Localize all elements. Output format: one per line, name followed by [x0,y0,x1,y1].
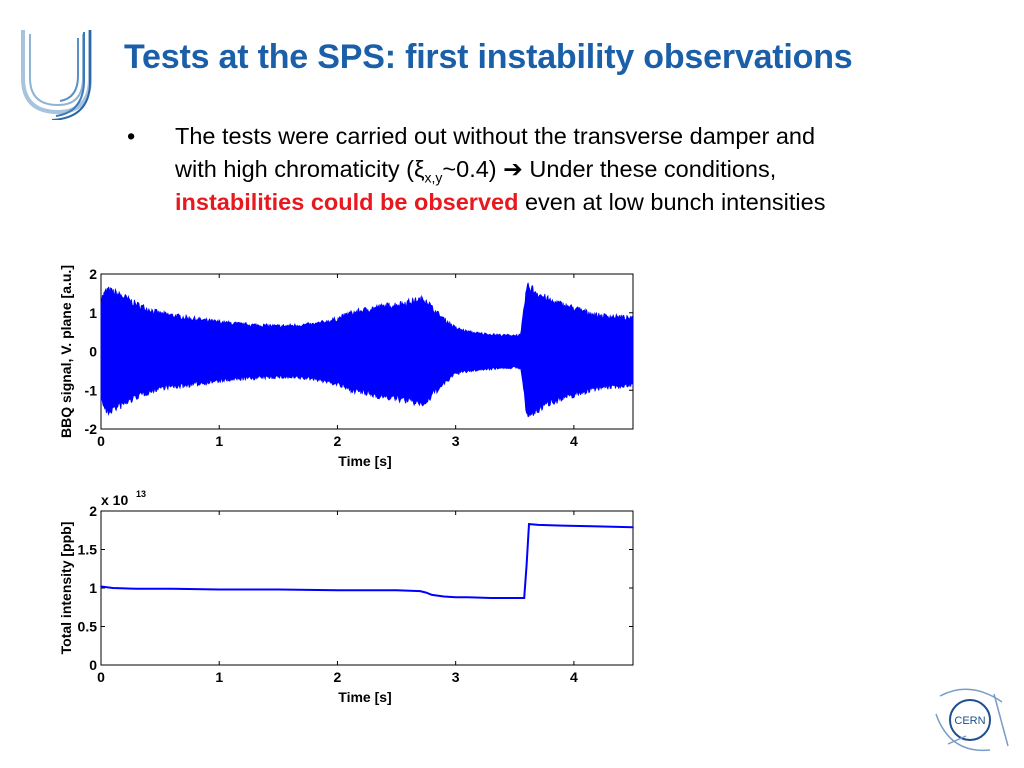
x-axis-label: Time [s] [338,453,391,469]
x-tick-label: 2 [334,669,342,685]
x-tick-label: 4 [570,669,578,685]
y-tick-label: 0 [89,344,97,360]
chromaticity-subscript: x,y [424,169,443,186]
bullet-line-2: with high chromaticity (ξx,y~0.4) ➔ Unde… [175,153,987,186]
bullet-item: The tests were carried out without the t… [175,120,987,219]
intensity-point [171,587,173,590]
highlight-text: instabilities could be observed [175,189,519,215]
bullet-line-3: instabilities could be observed even at … [175,186,987,219]
y-tick-label: -2 [85,421,98,437]
bullet-line-2-suffix: ~0.4) ➔ Under these conditions, [442,156,777,182]
y-tick-label: 2 [89,266,97,282]
x-tick-label: 0 [97,433,105,449]
intensity-point [528,523,530,525]
intensity-point [218,588,221,591]
bbq-signal-chart: 0 1 2 3 4 -2 -1 0 1 2 Time [s] BBQ signal, V. plane… [58,265,634,469]
y-axis-label: Total intensity [ppb] [58,522,74,655]
intensity-point [466,596,469,599]
intensity-point [277,588,280,591]
intensity-point [632,526,634,528]
x-tick-label: 1 [215,433,223,449]
intensity-point [135,587,138,590]
intensity-point [561,524,563,527]
intensity-point [537,524,540,526]
x-tick-label: 0 [97,669,105,685]
x-tick-label: 3 [452,669,460,685]
y-multiplier-label: x 10 [101,492,128,508]
x-tick-label: 4 [570,433,578,449]
x-tick-label: 3 [452,433,460,449]
intensity-point [596,525,599,528]
intensity-point [100,585,102,588]
x-axis-label: Time [s] [338,689,391,705]
intensity-point [425,591,427,594]
x-tick-label: 1 [215,669,223,685]
intensity-point [454,596,457,599]
intensity-point [336,589,339,592]
y-tick-label: 1 [89,580,97,596]
intensity-point [513,597,516,599]
intensity-point [443,595,445,598]
y-axis-label: BBQ signal, V. plane [a.u.] [58,265,74,438]
university-logo-icon [21,30,92,120]
intensity-point [431,594,433,596]
y-tick-label: 1 [89,305,97,321]
intensity-point [525,564,528,566]
intensity-point [395,589,398,592]
x-tick-label: 2 [334,433,342,449]
y-tick-label: 2 [89,503,97,519]
bullet-line-1: The tests were carried out without the t… [175,123,816,149]
intensity-chart: 0 1 2 3 4 0 0.5 1 1.5 2 Time [s] Total intensity [p… [58,489,634,705]
bullet-line-2-prefix: with high chromaticity (ξ [175,156,425,182]
intensity-point [523,597,526,599]
bbq-signal-series [100,282,634,418]
y-tick-label: 0 [89,657,97,673]
y-tick-label: -1 [85,382,98,398]
bullet-line-3-rest: even at low bunch intensities [518,189,826,215]
plot-frame [100,510,634,666]
slide-title: Tests at the SPS: first instability obse… [124,38,853,76]
intensity-point [490,597,492,599]
y-tick-label: 1.5 [78,542,98,558]
y-multiplier-exponent: 13 [136,489,146,499]
intensity-point [419,590,422,592]
cern-logo-icon: CERN [935,688,1009,752]
cern-logo-text: CERN [954,715,985,727]
intensity-point [112,587,114,589]
bullet-marker: • [127,123,136,149]
y-tick-label: 0.5 [78,619,98,635]
